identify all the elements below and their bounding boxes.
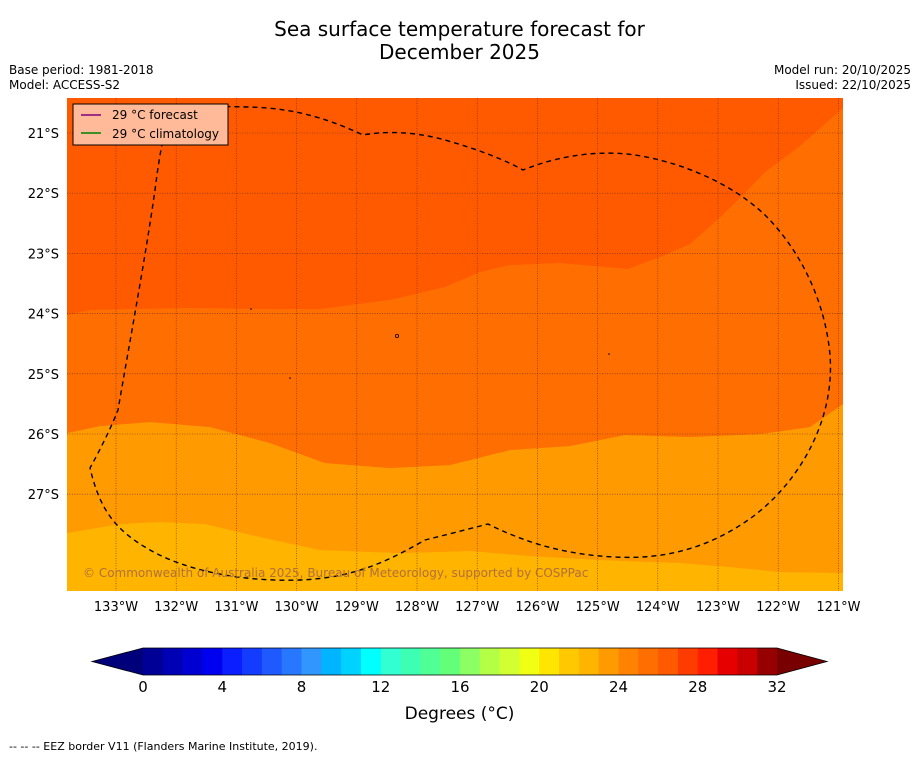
colorbar-segment [479, 648, 501, 675]
island-dot [394, 333, 399, 338]
lon-label: 126°W [515, 600, 559, 615]
colorbar-segment [618, 648, 639, 675]
colorbar-segment [341, 648, 362, 675]
sst-band-25 [67, 98, 843, 315]
colorbar-segment [242, 648, 263, 675]
colorbar-segment [440, 648, 461, 675]
colorbar-segment [301, 648, 322, 675]
island-dot [250, 308, 252, 310]
colorbar-segment [380, 648, 402, 675]
lon-label: 123°W [696, 600, 740, 615]
colorbar-segment [697, 648, 719, 675]
legend-climatology-label: 29 °C climatology [112, 127, 219, 141]
lon-label: 129°W [335, 600, 379, 615]
lon-label: 127°W [455, 600, 499, 615]
lat-label: 25°S [28, 368, 59, 383]
lat-label: 27°S [28, 488, 59, 503]
colorbar-segment [400, 648, 421, 675]
colorbar-segment [677, 648, 699, 675]
colorbar-tick-label: 32 [767, 678, 786, 696]
colorbar-tick-label: 16 [450, 678, 469, 696]
colorbar-label: Degrees (°C) [404, 704, 515, 724]
legend-background [72, 103, 229, 146]
colorbar-segment [578, 648, 600, 675]
colorbar-segment [757, 648, 778, 675]
colorbar-segment [202, 648, 223, 675]
colorbar-segment [598, 648, 619, 675]
colorbar-segment [460, 648, 481, 675]
lon-label: 124°W [636, 600, 680, 615]
eez-footnote: -- -- -- EEZ border V11 (Flanders Marine… [9, 740, 318, 753]
colorbar-segment [182, 648, 203, 675]
lat-label: 24°S [28, 308, 59, 323]
model-name: Model: ACCESS-S2 [9, 78, 121, 92]
legend-forecast-label: 29 °C forecast [112, 108, 198, 122]
colorbar-segment [143, 648, 164, 675]
colorbar-under-arrow [92, 648, 143, 675]
colorbar-segment [420, 648, 441, 675]
model-run: Model run: 20/10/2025 [773, 63, 911, 77]
colorbar-segment [499, 648, 520, 675]
colorbar-tick-label: 0 [138, 678, 148, 696]
colorbar-segment [281, 648, 302, 675]
chart-title: Sea surface temperature forecast for Dec… [0, 18, 919, 64]
colorbar-segment [539, 648, 560, 675]
lat-label: 21°S [28, 127, 59, 142]
colorbar-tick-label: 28 [688, 678, 707, 696]
lon-label: 125°W [576, 600, 620, 615]
copyright-text: © Commonwealth of Australia 2025, Bureau… [83, 566, 588, 580]
colorbar-segment [162, 648, 184, 675]
issued-date: Issued: 22/10/2025 [795, 78, 911, 92]
lon-label: 130°W [275, 600, 319, 615]
colorbar-segment [658, 648, 679, 675]
colorbar-segment [638, 648, 659, 675]
meta-left: Base period: 1981-2018 Model: ACCESS-S2 [9, 63, 154, 93]
lon-label: 122°W [756, 600, 800, 615]
colorbar [90, 647, 829, 676]
lon-label: 121°W [816, 600, 860, 615]
graticule [67, 98, 843, 591]
colorbar-tick-label: 4 [217, 678, 227, 696]
colorbar-outline [90, 647, 829, 676]
title-line-1: Sea surface temperature forecast for [274, 17, 645, 41]
lat-label: 22°S [28, 187, 59, 202]
island-dot [289, 377, 291, 379]
colorbar-segment [737, 648, 758, 675]
colorbar-segment [559, 648, 580, 675]
colorbar-segment [261, 648, 283, 675]
colorbar-ticks: 0 4 8 12 16 20 24 28 32 [138, 678, 786, 696]
colorbar-over-arrow [777, 648, 827, 675]
title-line-2: December 2025 [379, 40, 540, 64]
colorbar-segment [519, 648, 540, 675]
base-period: Base period: 1981-2018 [9, 63, 154, 77]
lat-label: 26°S [28, 428, 59, 443]
colorbar-tick-label: 12 [371, 678, 390, 696]
lon-label: 132°W [154, 600, 198, 615]
lon-label: 133°W [94, 600, 138, 615]
lon-label: 128°W [395, 600, 439, 615]
colorbar-segment [360, 648, 382, 675]
colorbar-segment [222, 648, 243, 675]
colorbar-tick-label: 20 [530, 678, 549, 696]
eez-border [89, 105, 832, 581]
lat-label: 23°S [28, 247, 59, 262]
latitude-labels: 21°S 22°S 23°S 24°S 25°S 26°S 27°S [28, 127, 59, 503]
colorbar-segment [321, 648, 342, 675]
longitude-labels: 133°W 132°W 131°W 130°W 129°W 128°W 127°W 126°W… [94, 600, 861, 615]
meta-right: Model run: 20/10/2025 Issued: 22/10/2025 [774, 63, 911, 93]
legend-box: 29 °C forecast 29 °C climatology [72, 103, 229, 146]
small-islands [250, 308, 610, 379]
colorbar-segment [717, 648, 738, 675]
island-dot [608, 353, 610, 355]
sst-field [67, 98, 843, 591]
colorbar-tick-label: 24 [609, 678, 628, 696]
lon-label: 131°W [214, 600, 258, 615]
colorbar-tick-label: 8 [297, 678, 307, 696]
